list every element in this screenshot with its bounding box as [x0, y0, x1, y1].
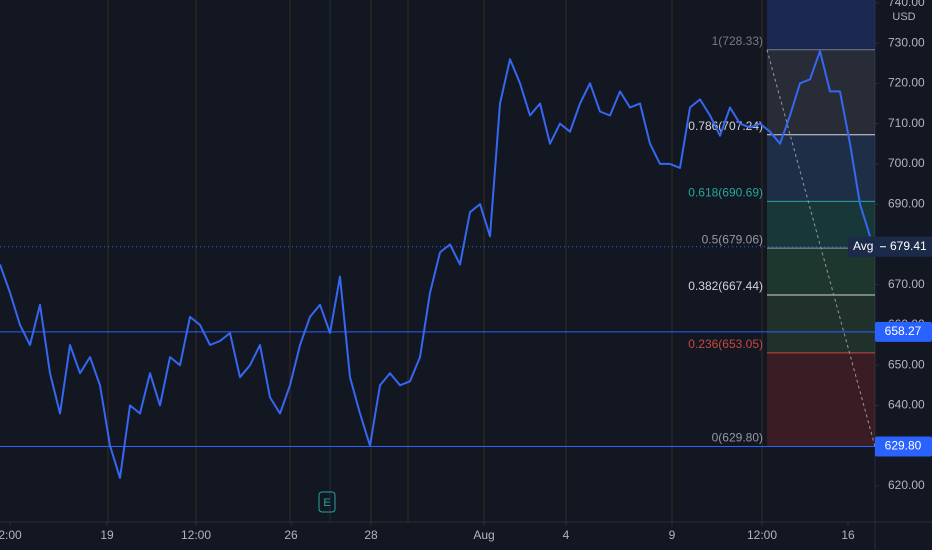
x-tick-label: 16 [841, 528, 855, 542]
y-tick-label: 710.00 [888, 116, 925, 130]
y-tick-label: 690.00 [888, 196, 925, 210]
y-tick-label: 650.00 [888, 357, 925, 371]
price-label-box [875, 436, 932, 457]
fib-zone [767, 294, 875, 353]
x-tick-label: 9 [669, 528, 676, 542]
y-tick-label: 720.00 [888, 76, 925, 90]
fib-trend [766, 49, 876, 447]
price-label: 658.27 [885, 324, 922, 338]
fib-label: 0.618(690.69) [688, 186, 763, 200]
fib-label: 0(629.80) [712, 431, 763, 445]
fib-label: 0.382(667.44) [688, 279, 763, 293]
x-tick-label: 2:00 [0, 528, 22, 542]
session-breaks [107, 0, 763, 522]
y-tick-label: 740.00 [888, 0, 925, 9]
price-label-box [875, 321, 932, 342]
avg-label: 679.41 [890, 239, 927, 253]
x-tick-label: 28 [364, 528, 378, 542]
fib-zone [767, 352, 875, 447]
event-marker-box [318, 491, 336, 513]
avg-label-box [848, 236, 932, 257]
x-tick-label: 26 [284, 528, 298, 542]
y-tick-label: 730.00 [888, 35, 925, 49]
event-marker: E [323, 497, 330, 509]
fib-label: 0.5(679.06) [702, 232, 763, 246]
fib-label: 0.236(653.05) [688, 337, 763, 351]
x-tick-label: 4 [563, 528, 570, 542]
y-tick-label: 700.00 [888, 156, 925, 170]
x-tick-label: Aug [473, 528, 494, 542]
fib-label: 1(728.33) [712, 34, 763, 48]
y-tick-label: 640.00 [888, 398, 925, 412]
x-tick-label: 19 [100, 528, 114, 542]
fib-label: 0.786(707.24) [688, 119, 763, 133]
x-tick-label: 12:00 [181, 528, 211, 542]
fib-zone [767, 0, 875, 50]
y-tick-label: 670.00 [888, 277, 925, 291]
price-label: 629.80 [885, 439, 922, 453]
x-tick-label: 12:00 [747, 528, 777, 542]
y-tick-label: 620.00 [888, 478, 925, 492]
avg-name: Avg [853, 239, 873, 253]
price-line [0, 50, 871, 479]
fib-zone [767, 49, 875, 135]
currency: USD [892, 11, 915, 23]
